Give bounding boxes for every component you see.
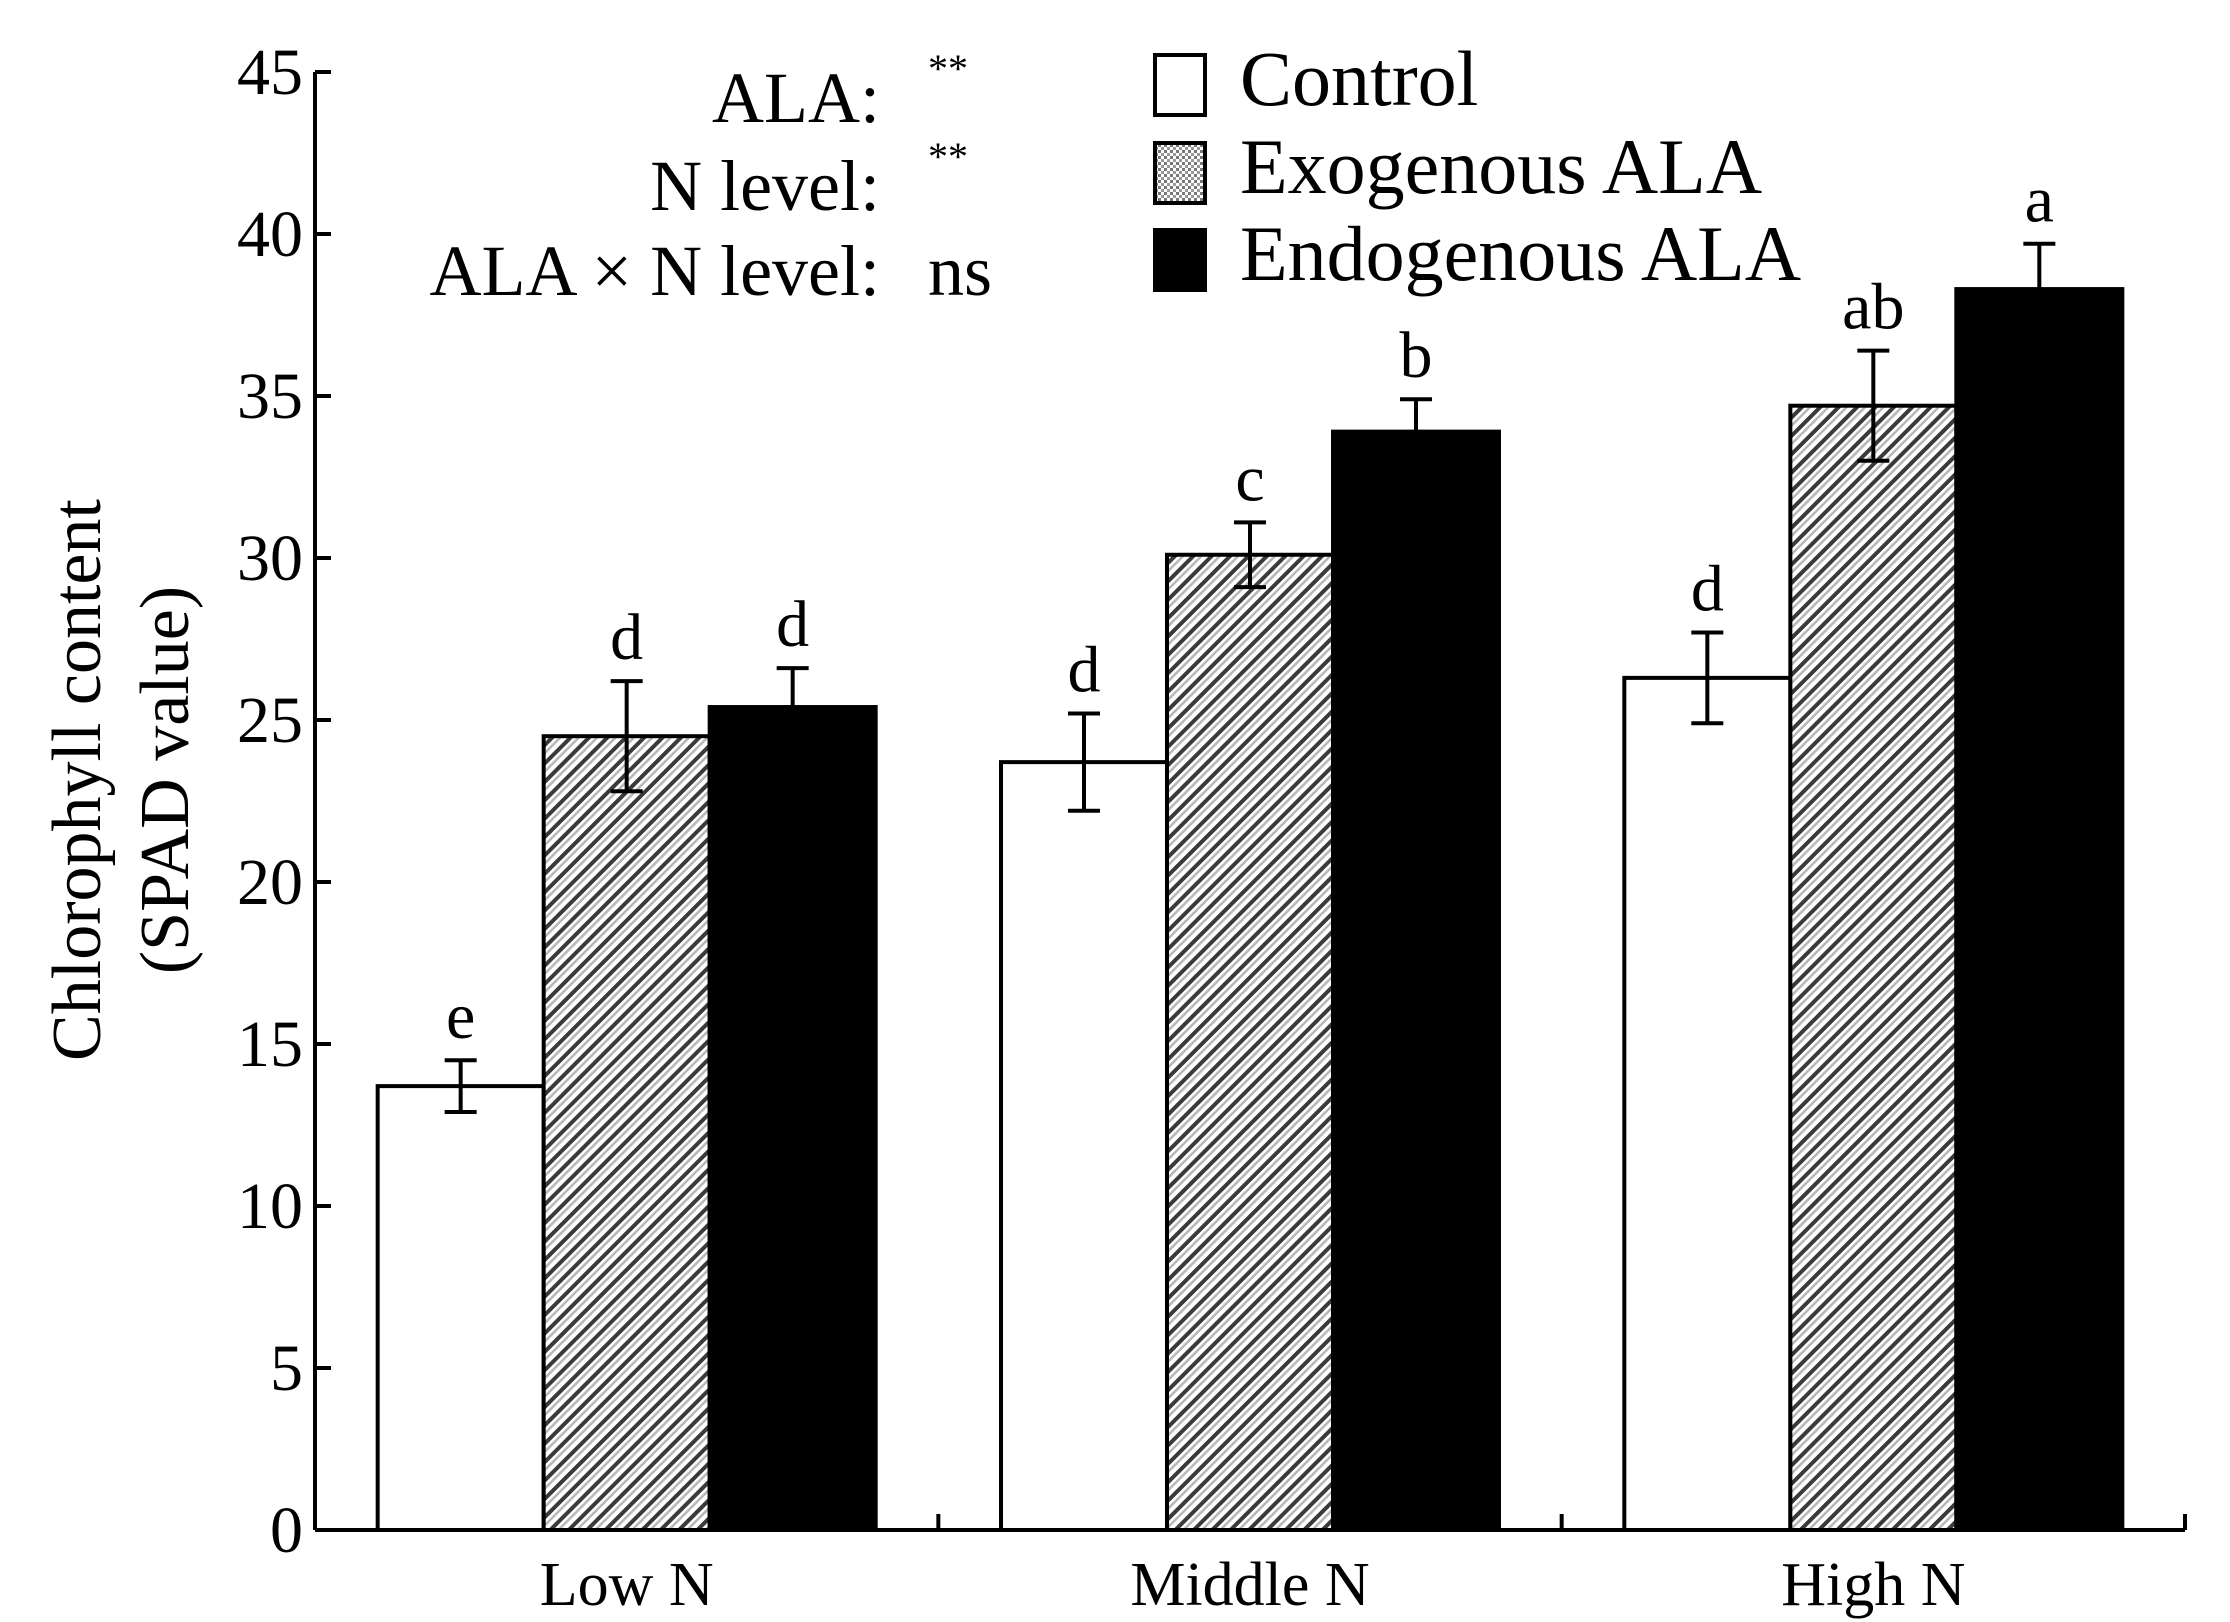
bar-endogenous-high-n bbox=[1954, 287, 2125, 1533]
legend-swatch-endogenous bbox=[1153, 228, 1207, 292]
y-axis-title-line2: (SPAD value) bbox=[127, 586, 204, 974]
annotation-interaction-label: ALA × N level: bbox=[429, 231, 880, 311]
annotation-nlevel-label: N level: bbox=[650, 146, 880, 226]
legend-swatch-exogenous bbox=[1153, 141, 1207, 205]
y-tick-label: 5 bbox=[270, 1332, 303, 1405]
bar-exogenous-high-n bbox=[1788, 403, 1959, 1533]
y-tick-label: 30 bbox=[237, 522, 303, 595]
significance-letter-control-high-n: d bbox=[1691, 553, 1724, 626]
x-category-label-low-n: Low N bbox=[540, 1551, 714, 1619]
legend-label-control: Control bbox=[1240, 35, 1478, 122]
significance-letter-endogenous-high-n: a bbox=[2025, 164, 2054, 237]
annotation-ala-value: ** bbox=[928, 46, 968, 91]
bar-endogenous-low-n bbox=[707, 705, 878, 1532]
y-tick-label: 25 bbox=[237, 684, 303, 757]
legend-label-endogenous: Endogenous ALA bbox=[1240, 210, 1801, 297]
y-axis-title-line1: Chlorophyll content bbox=[39, 499, 116, 1061]
significance-letter-exogenous-middle-n: c bbox=[1235, 442, 1264, 515]
y-tick-label: 20 bbox=[237, 846, 303, 919]
annotation-nlevel-value: ** bbox=[928, 134, 968, 179]
y-tick-label: 15 bbox=[237, 1008, 303, 1081]
bar-control-high-n bbox=[1622, 675, 1793, 1532]
legend-label-exogenous: Exogenous ALA bbox=[1240, 123, 1762, 210]
legend: Control Exogenous ALA Endogenous ALA bbox=[1153, 35, 1801, 297]
x-category-label-middle-n: Middle N bbox=[1130, 1551, 1369, 1619]
significance-letter-control-low-n: e bbox=[446, 980, 475, 1053]
annotation-ala-label: ALA: bbox=[712, 58, 880, 138]
x-axis: Low N Middle N High N bbox=[313, 1514, 2187, 1619]
significance-letter-endogenous-middle-n: b bbox=[1400, 319, 1433, 392]
bar-endogenous-middle-n bbox=[1331, 429, 1501, 1532]
y-tick-label: 45 bbox=[237, 36, 303, 109]
bar-exogenous-low-n bbox=[541, 734, 712, 1532]
plot-area: e d d d c b d ab a bbox=[375, 164, 2125, 1533]
bar-control-low-n bbox=[375, 1084, 546, 1532]
legend-swatch-control bbox=[1153, 53, 1207, 117]
x-category-label-high-n: High N bbox=[1781, 1551, 1965, 1619]
significance-letter-exogenous-low-n: d bbox=[610, 601, 643, 674]
significance-annotations: ALA: ** N level: ** ALA × N level: ns bbox=[429, 46, 992, 311]
y-axis: 0 5 10 15 20 25 30 35 40 45 bbox=[237, 36, 331, 1567]
annotation-interaction-value: ns bbox=[928, 231, 992, 311]
bar-exogenous-middle-n bbox=[1165, 552, 1335, 1532]
y-tick-label: 10 bbox=[237, 1170, 303, 1243]
significance-letter-endogenous-low-n: d bbox=[776, 588, 809, 661]
significance-letter-exogenous-high-n: ab bbox=[1842, 271, 1904, 344]
y-tick-label: 40 bbox=[237, 198, 303, 271]
y-tick-label: 35 bbox=[237, 360, 303, 433]
bar-control-middle-n bbox=[999, 760, 1169, 1532]
y-tick-label: 0 bbox=[270, 1494, 303, 1567]
significance-letter-control-middle-n: d bbox=[1068, 634, 1101, 707]
